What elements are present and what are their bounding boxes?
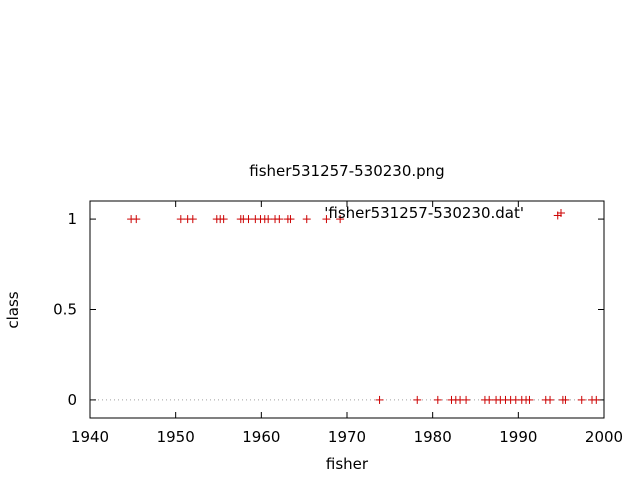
data-point: [462, 395, 471, 404]
data-point: [413, 395, 422, 404]
chart-title: fisher531257-530230.png: [249, 162, 444, 180]
data-point: [485, 395, 494, 404]
plot-frame: [89, 200, 605, 419]
data-point: [433, 395, 442, 404]
data-point: [176, 215, 185, 224]
x-tick-label: 1990: [499, 428, 537, 446]
plot-border: [89, 200, 605, 419]
y-tick-label: 0: [67, 391, 77, 409]
legend-marker: [557, 209, 565, 217]
data-point: [525, 395, 534, 404]
data-point: [302, 215, 311, 224]
data-point: [219, 215, 228, 224]
y-axis-label: class: [4, 291, 22, 328]
data-point: [546, 395, 555, 404]
data-point: [375, 395, 384, 404]
data-point: [336, 215, 345, 224]
data-point: [275, 215, 284, 224]
data-point: [561, 395, 570, 404]
data-point: [244, 215, 253, 224]
x-tick-label: 1950: [157, 428, 195, 446]
data-point: [577, 395, 586, 404]
data-points: [127, 211, 601, 404]
x-axis-ticks: 1940 1950 1960 1970 1980 1990 2000: [71, 201, 623, 446]
legend-sample: [557, 209, 565, 217]
y-axis-ticks: 00.51: [53, 210, 604, 409]
x-tick-label: 1970: [328, 428, 366, 446]
x-tick-label: 1940: [71, 428, 109, 446]
y-tick-label: 1: [67, 210, 77, 228]
x-axis-label: fisher: [326, 455, 369, 473]
data-point: [188, 215, 197, 224]
legend-label: 'fisher531257-530230.dat': [324, 204, 524, 222]
data-point: [264, 215, 273, 224]
data-point: [322, 215, 331, 224]
data-point: [592, 395, 601, 404]
x-tick-label: 1960: [242, 428, 280, 446]
x-tick-label: 2000: [585, 428, 623, 446]
y-tick-label: 0.5: [53, 301, 77, 319]
data-point: [286, 215, 295, 224]
data-point: [132, 215, 141, 224]
x-tick-label: 1980: [414, 428, 452, 446]
